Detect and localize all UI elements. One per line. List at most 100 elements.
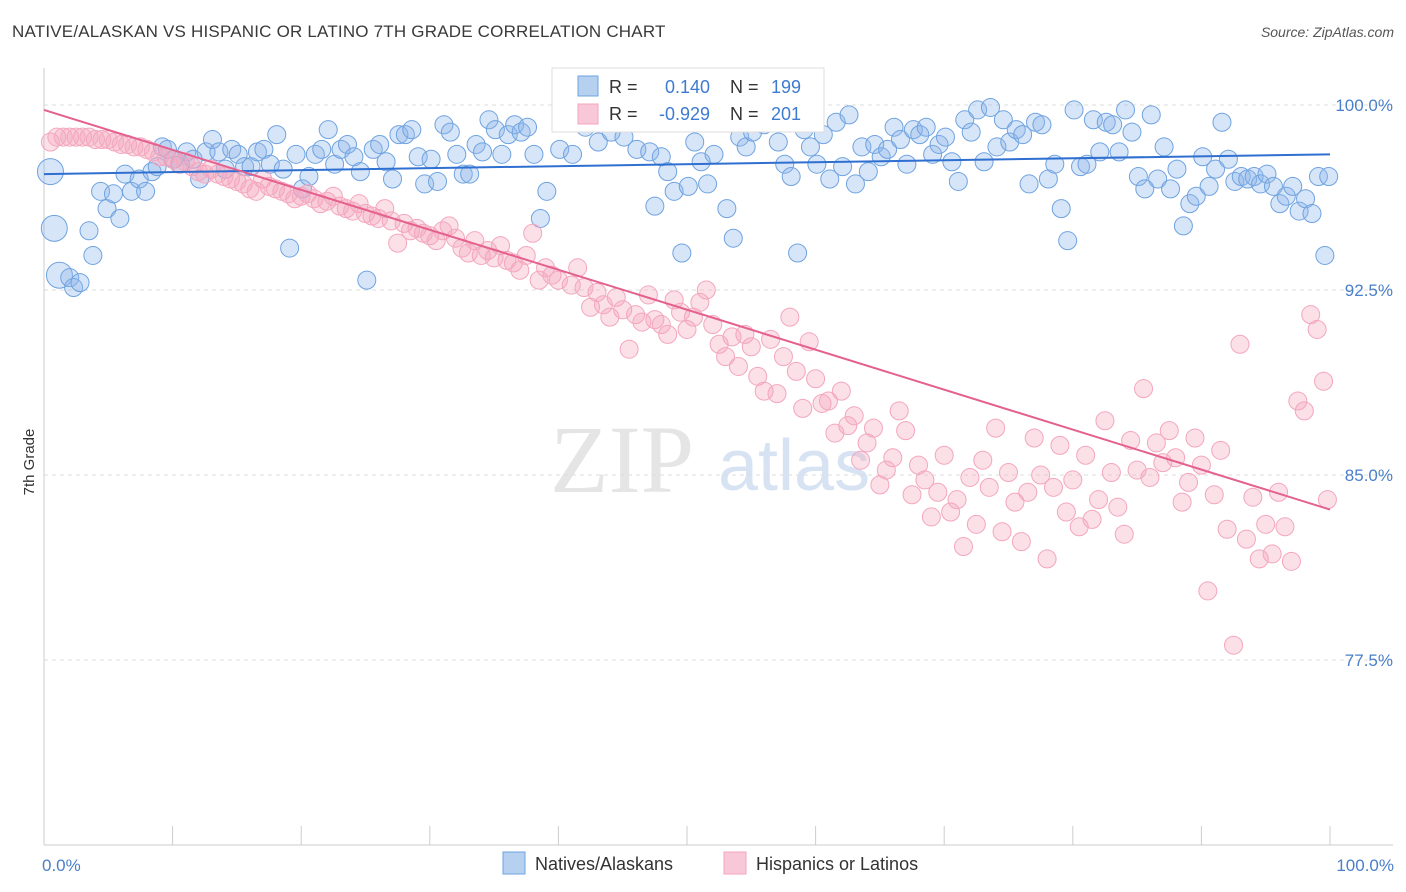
natives-point [723,228,743,248]
natives-point [421,149,441,169]
hispanics-point [767,384,787,404]
natives-point [537,181,557,201]
natives-point [1122,122,1142,142]
natives-point [202,130,222,150]
natives-point [357,270,377,290]
natives-point [1103,115,1123,135]
natives-point [839,105,859,125]
natives-point [685,132,705,152]
natives-point [337,134,357,154]
hispanics-point [960,467,980,487]
natives-point [1090,142,1110,162]
hispanics-point [973,450,993,470]
source-label: Source: ZipAtlas.com [1260,24,1394,40]
natives-point [530,208,550,228]
natives-point [370,134,390,154]
natives-point [518,117,538,137]
natives-point [640,142,660,162]
natives-point [897,154,917,174]
natives-point [312,139,332,159]
natives-point [103,184,123,204]
hispanics-point [516,245,536,265]
natives-point [865,134,885,154]
hispanics-point [896,421,916,441]
natives-point [115,164,135,184]
legend-n-value-hispanics: 201 [771,104,801,124]
natives-point [775,154,795,174]
natives-point [40,214,68,242]
legend-r-label-natives: R = [609,77,638,97]
natives-point [550,139,570,159]
natives-point [1154,137,1174,157]
natives-point [434,115,454,135]
natives-point [485,120,505,140]
natives-point [1058,231,1078,251]
natives-point [222,139,242,159]
natives-point [678,176,698,196]
hispanics-point [677,319,697,339]
hispanics-point [613,300,633,320]
natives-point [460,164,480,184]
hispanics-point [1243,487,1263,507]
hispanics-point [793,398,813,418]
hispanics-point [915,470,935,490]
natives-point [563,144,583,164]
hispanics-point [1294,401,1314,421]
hispanics-point [818,391,838,411]
natives-point [1308,167,1328,187]
natives-point [588,132,608,152]
natives-point [79,221,99,241]
natives-point [524,144,544,164]
natives-point [929,134,949,154]
hispanics-point [651,315,671,335]
legend-r-value-natives: 0.140 [665,77,710,97]
natives-point [136,181,156,201]
bottom-legend: Natives/Alaskans Hispanics or Latinos [502,851,918,875]
natives-point [858,162,878,182]
natives-point [466,134,486,154]
hispanics-point [1082,509,1102,529]
natives-point [878,139,898,159]
natives-point [389,125,409,145]
legend-r-value-hispanics: -0.929 [659,104,710,124]
legend-n-label-hispanics: N = [730,104,759,124]
natives-point [1270,194,1290,214]
natives-point [1302,204,1322,224]
natives-point [664,181,684,201]
hispanics-point [941,502,961,522]
hispanics-point [831,381,851,401]
hispanics-point [844,406,864,426]
natives-point [1006,120,1026,140]
natives-point [350,162,370,182]
hispanics-point [1211,440,1231,460]
watermark-zip: ZIP [550,406,694,513]
natives-point [60,268,80,288]
natives-point [492,144,512,164]
hispanics-point [1031,465,1051,485]
hispanics-point [806,369,826,389]
trend-lines [43,108,1331,511]
chart-title: NATIVE/ALASKAN VS HISPANIC OR LATINO 7TH… [12,22,666,41]
hispanics-point [1037,549,1057,569]
hispanics-point [1121,430,1141,450]
natives-point [402,120,422,140]
hispanics-point [953,537,973,557]
hispanics-point [246,181,266,201]
hispanics-point [1005,492,1025,512]
natives-point [428,171,448,191]
natives-point [1116,100,1136,120]
hispanics-point [1089,490,1109,510]
hispanics-point [1307,319,1327,339]
hispanics-point [1236,529,1256,549]
natives-point [280,238,300,258]
natives-point [717,199,737,219]
natives-point [1315,245,1335,265]
hispanics-point [921,507,941,527]
hispanics-point [529,270,549,290]
natives-point [672,243,692,263]
y-tick-label: 85.0% [1345,466,1393,485]
bottom-legend-label-natives: Natives/Alaskans [535,854,673,874]
natives-point [910,125,930,145]
natives-point [987,137,1007,157]
